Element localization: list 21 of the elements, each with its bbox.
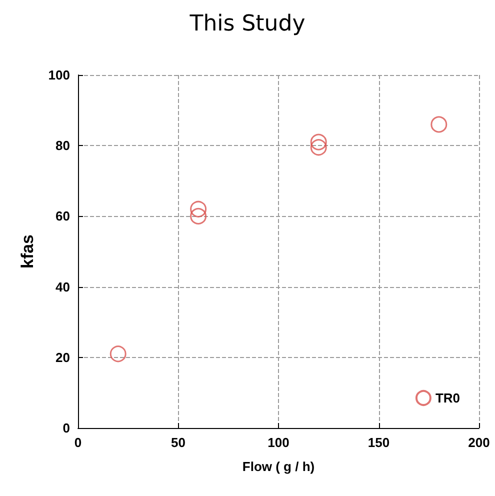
y-tick-label: 0 bbox=[62, 420, 70, 436]
point bbox=[110, 346, 126, 362]
legend-label: TR0 bbox=[435, 390, 460, 406]
point bbox=[310, 134, 327, 150]
y-tick-label: 40 bbox=[56, 279, 70, 294]
y-tick-label: 60 bbox=[56, 208, 70, 224]
x-tick-label: 100 bbox=[268, 435, 290, 450]
point bbox=[310, 139, 327, 156]
point bbox=[190, 200, 207, 218]
x-tick-label: 50 bbox=[171, 435, 186, 450]
x-tick-label: 200 bbox=[468, 435, 490, 450]
y-tick-label: 80 bbox=[56, 138, 70, 154]
point bbox=[430, 116, 448, 133]
y-axis-title: kfas bbox=[18, 234, 37, 269]
y-tick-label: 100 bbox=[48, 68, 70, 82]
chart-title: This Study bbox=[188, 12, 306, 36]
x-tick-label: 0 bbox=[74, 435, 82, 450]
x-axis-title: Flow ( g / h) bbox=[242, 459, 315, 474]
x-tick-label: 150 bbox=[368, 435, 390, 450]
point bbox=[190, 208, 207, 224]
y-tick-label: 20 bbox=[56, 350, 70, 365]
